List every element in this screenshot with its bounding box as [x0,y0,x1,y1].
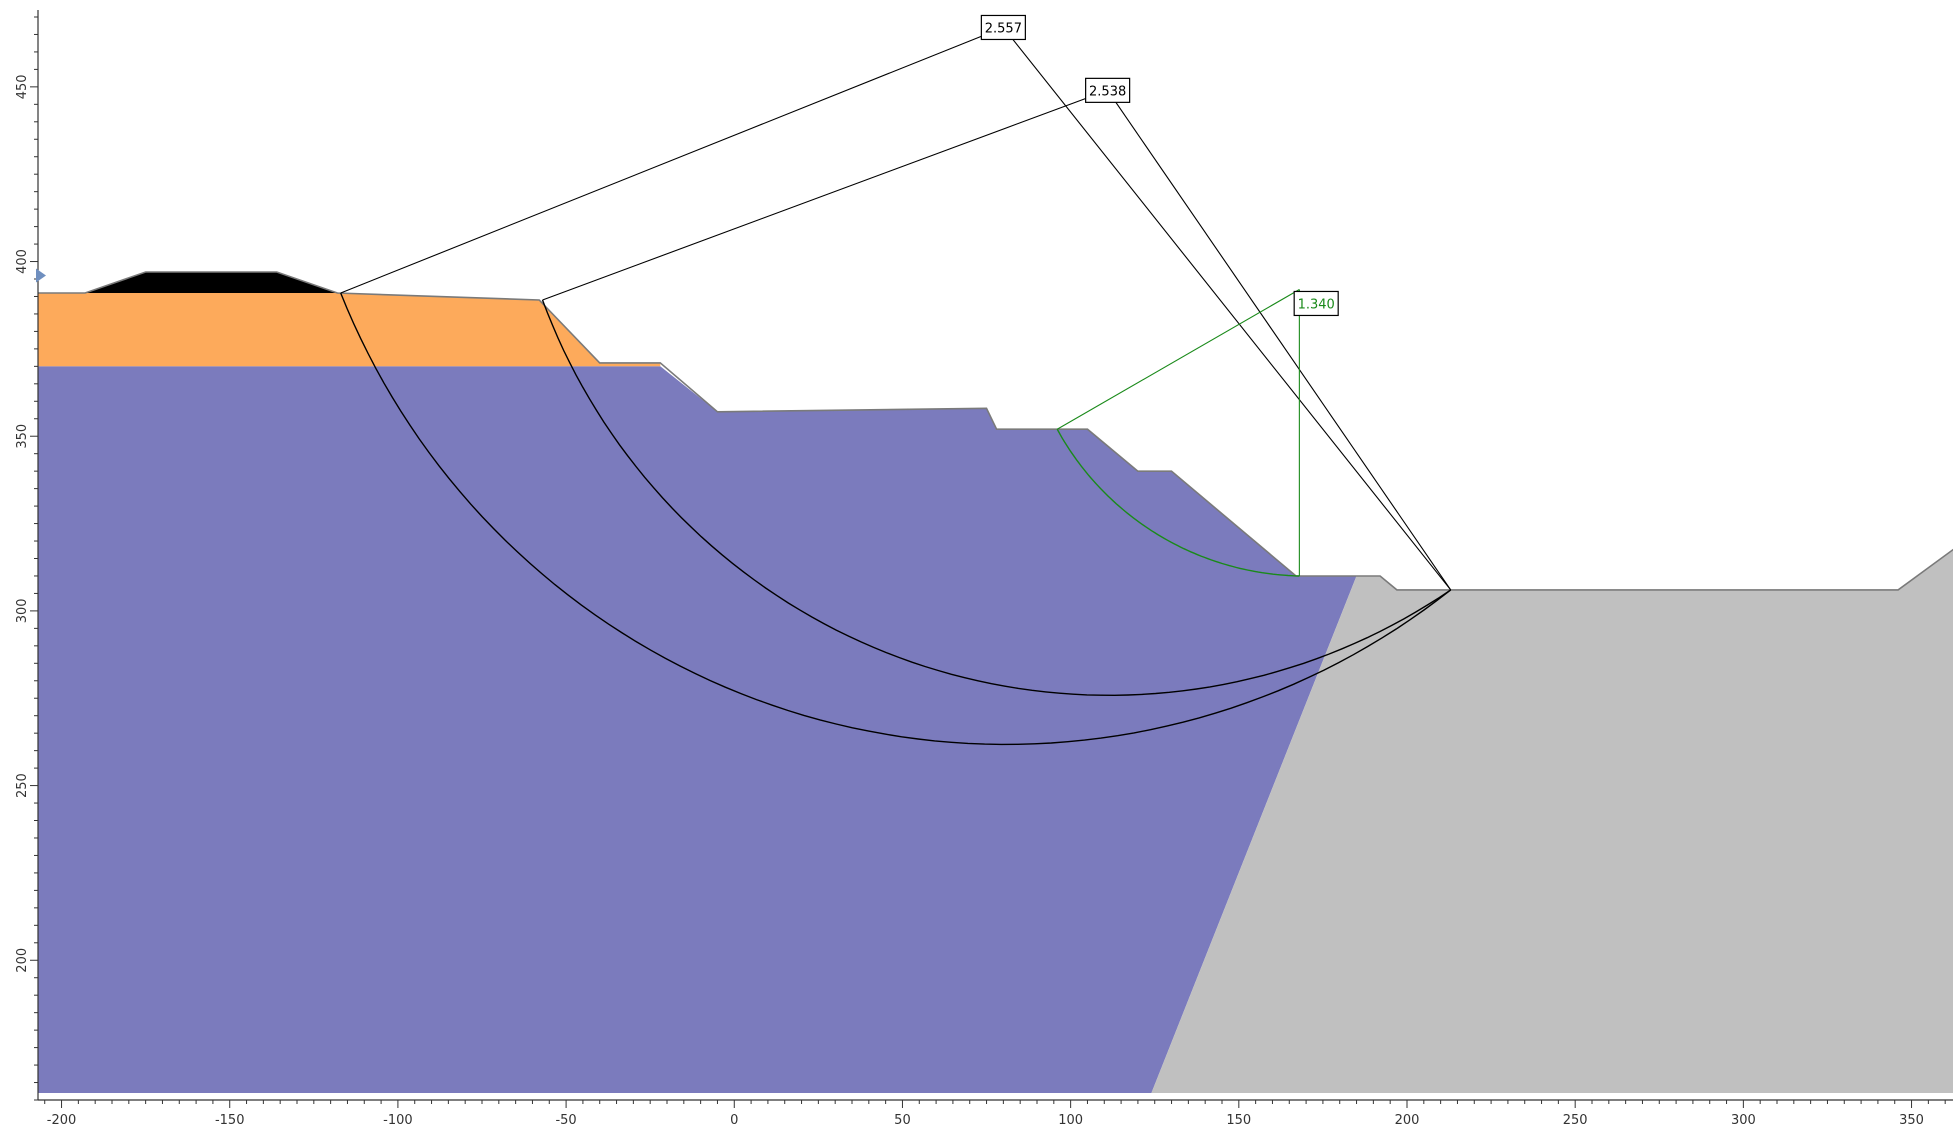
factor-of-safety-label: 2.538 [1089,84,1126,99]
x-tick-label: 350 [1899,1113,1924,1128]
slip-surface-arc-2.538 [541,299,1452,697]
factor-of-safety-label: 2.557 [985,21,1022,36]
y-tick-label: 250 [15,773,30,798]
ground-surface-line [38,271,1953,591]
y-tick-label: 200 [15,948,30,973]
y-tick-label: 450 [15,74,30,99]
x-tick-label: 0 [730,1113,738,1128]
main-material-region [38,366,1357,1093]
x-tick-label: -50 [555,1113,576,1128]
axes: -200 -150 -100 -50 0 50 100 150 200 250 300 350 200 2… [15,10,1953,1128]
factor-of-safety-box-2.557 [980,14,1026,41]
x-tick-label: -100 [383,1113,413,1128]
x-tick-label: -150 [215,1113,245,1128]
slip-surface-arc-2.557 [340,292,1452,746]
dump-cap-region [85,272,338,293]
slip-surfaces: 2.557 2.538 1.340 [340,14,1452,746]
slip-radius-entry-2.538 [542,89,1108,301]
boundary-marker-left [36,268,46,283]
y-tick-label: 300 [15,598,30,623]
slip-radius-exit-2.538 [1107,90,1452,591]
x-tick-label: 200 [1395,1113,1420,1128]
factor-of-safety-label: 1.340 [1298,297,1335,312]
x-tick-label: 250 [1563,1113,1588,1128]
slip-radius-entry-1.340 [1056,289,1300,430]
y-tick-label: 350 [15,424,30,449]
x-tick-label: 100 [1058,1113,1083,1128]
x-tick-label: -200 [47,1113,77,1128]
x-tick-label: 150 [1226,1113,1251,1128]
bedrock-region [1151,549,1953,1093]
factor-of-safety-box-1.340 [1293,290,1339,317]
ground-surface [38,271,1953,591]
y-tick-label: 400 [15,249,30,274]
fill-layer-region [38,293,661,367]
x-tick-label: 50 [894,1113,911,1128]
slip-surface-arc-1.340 [1056,428,1300,577]
slip-radius-entry-2.557 [340,26,1004,294]
x-tick-label: 300 [1731,1113,1756,1128]
factor-of-safety-box-2.538 [1085,77,1131,103]
slip-radius-exit-2.557 [1002,27,1452,591]
material-regions [38,272,1953,1093]
